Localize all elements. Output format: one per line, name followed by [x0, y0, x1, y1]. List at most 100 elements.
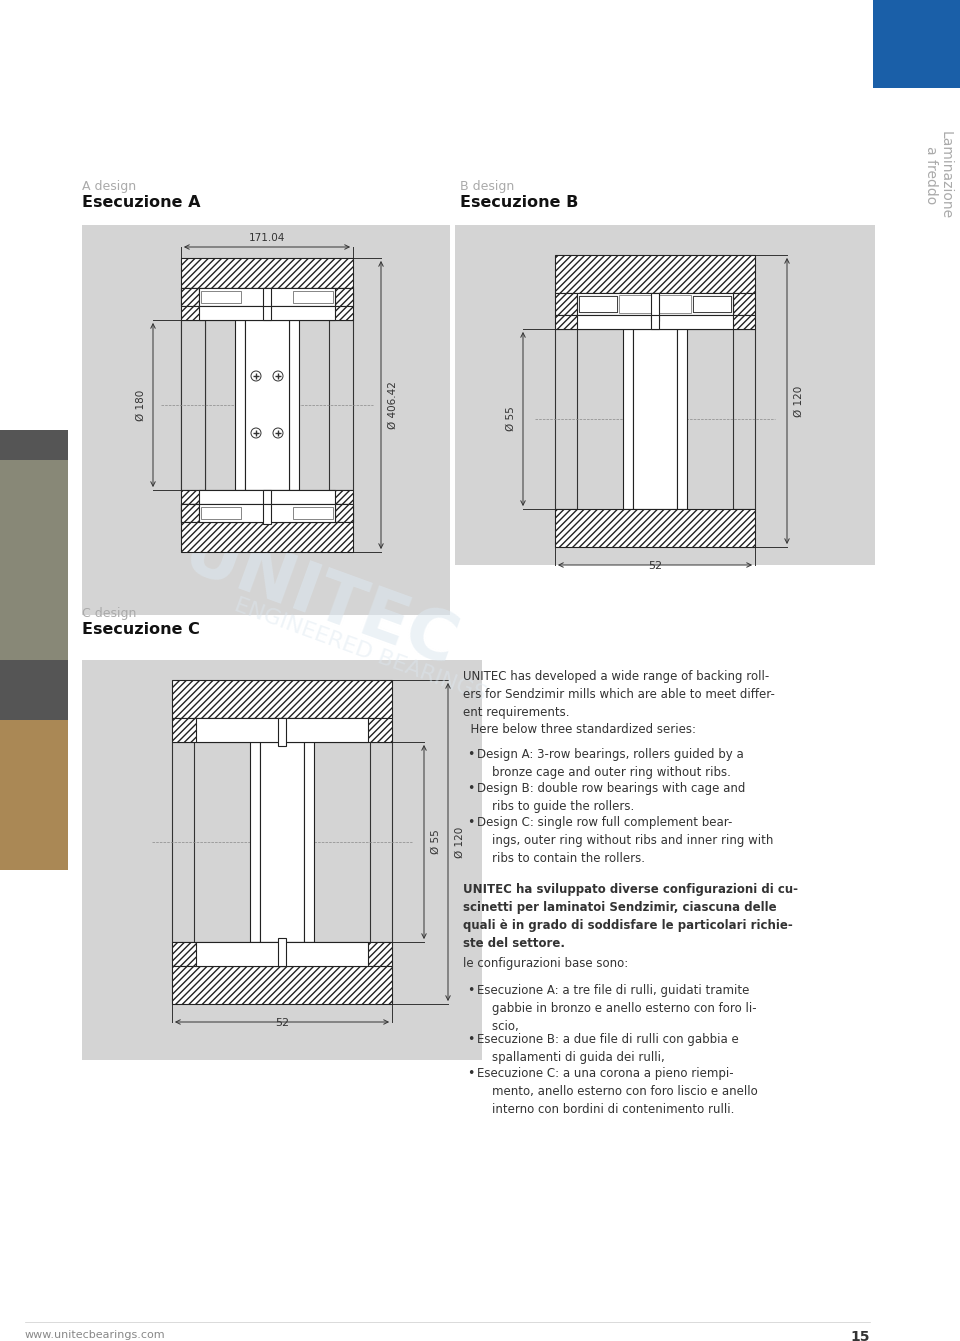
Bar	[181, 504, 353, 522]
Text: Laminazione: Laminazione	[939, 131, 953, 219]
Bar	[693, 296, 731, 312]
Text: www.unitecbearings.com: www.unitecbearings.com	[25, 1330, 166, 1340]
Text: UNITEC: UNITEC	[174, 519, 467, 680]
Bar	[181, 522, 353, 552]
Text: Esecuzione A: a tre file di rulli, guidati tramite
    gabbie in bronzo e anello: Esecuzione A: a tre file di rulli, guida…	[477, 984, 756, 1033]
Bar	[651, 292, 659, 320]
Bar	[82, 225, 450, 616]
Text: 15: 15	[851, 1330, 870, 1341]
Bar	[555, 255, 755, 292]
Bar	[260, 742, 304, 941]
Bar	[293, 291, 333, 303]
Bar	[304, 742, 314, 941]
Text: Here below three standardized series:: Here below three standardized series:	[463, 723, 696, 736]
Bar	[172, 717, 392, 742]
Bar	[172, 966, 392, 1004]
Bar	[370, 742, 392, 941]
Bar	[199, 288, 335, 306]
Bar	[289, 320, 299, 489]
Bar	[172, 941, 392, 966]
Circle shape	[273, 428, 283, 439]
Bar	[555, 292, 577, 315]
Text: le configurazioni base sono:: le configurazioni base sono:	[463, 957, 628, 970]
Bar	[172, 742, 194, 941]
Bar	[181, 504, 199, 522]
Text: Design A: 3-row bearings, rollers guided by a
    bronze cage and outer ring wit: Design A: 3-row bearings, rollers guided…	[477, 748, 744, 779]
Text: •: •	[467, 984, 474, 996]
Bar	[733, 292, 755, 315]
Bar	[577, 292, 733, 315]
Bar	[263, 504, 271, 524]
Bar	[651, 315, 659, 329]
Bar	[181, 320, 205, 489]
Circle shape	[251, 428, 261, 439]
Bar	[733, 329, 755, 510]
Circle shape	[251, 371, 261, 381]
Text: Ø 55: Ø 55	[506, 406, 516, 432]
Text: •: •	[467, 782, 474, 795]
Text: Ø 180: Ø 180	[136, 389, 146, 421]
Bar	[181, 489, 353, 504]
Bar	[293, 507, 333, 519]
Text: Esecuzione C: Esecuzione C	[82, 622, 200, 637]
Bar	[181, 288, 353, 306]
Text: Esecuzione C: a una corona a pieno riempi-
    mento, anello esterno con foro li: Esecuzione C: a una corona a pieno riemp…	[477, 1067, 757, 1116]
Text: a freddo: a freddo	[924, 146, 938, 204]
Text: UNITEC has developed a wide range of backing roll-
ers for Sendzimir mills which: UNITEC has developed a wide range of bac…	[463, 670, 775, 719]
Text: B design: B design	[460, 180, 515, 193]
Bar	[263, 489, 271, 504]
Text: Esecuzione B: a due file di rulli con gabbia e
    spallamenti di guida dei rull: Esecuzione B: a due file di rulli con ga…	[477, 1033, 739, 1063]
Bar	[677, 329, 687, 510]
Bar	[555, 510, 755, 547]
Bar	[619, 295, 691, 312]
Bar	[693, 296, 731, 312]
Bar	[172, 680, 392, 717]
Text: •: •	[467, 1067, 474, 1080]
Bar	[329, 320, 353, 489]
Text: ENGINEERED BEARINGS: ENGINEERED BEARINGS	[231, 595, 489, 705]
Bar	[873, 0, 960, 89]
Bar	[82, 660, 482, 1059]
Text: 52: 52	[275, 1018, 289, 1029]
Bar	[555, 315, 755, 329]
Text: 171.04: 171.04	[249, 233, 285, 243]
Circle shape	[273, 371, 283, 381]
Bar	[181, 288, 199, 306]
Bar	[196, 941, 368, 966]
Text: 52: 52	[648, 561, 662, 571]
Bar	[0, 460, 68, 660]
Text: Ø 120: Ø 120	[455, 826, 465, 858]
Bar	[199, 489, 335, 504]
Bar	[577, 315, 733, 329]
Bar	[633, 329, 677, 510]
Bar	[335, 288, 353, 306]
Text: Ø 406.42: Ø 406.42	[388, 381, 398, 429]
Bar	[335, 504, 353, 522]
Bar	[181, 504, 199, 522]
Bar	[235, 320, 245, 489]
Bar	[250, 742, 260, 941]
Bar	[278, 717, 286, 746]
Bar	[0, 430, 68, 870]
Bar	[263, 288, 271, 308]
Bar	[199, 504, 335, 522]
Bar	[196, 717, 368, 742]
Bar	[181, 306, 353, 320]
Bar	[623, 329, 633, 510]
Text: •: •	[467, 1033, 474, 1046]
Text: Design B: double row bearings with cage and
    ribs to guide the rollers.: Design B: double row bearings with cage …	[477, 782, 745, 813]
Bar	[201, 291, 241, 303]
Bar	[278, 937, 286, 966]
Bar	[0, 720, 68, 870]
Bar	[455, 225, 875, 565]
Text: •: •	[467, 817, 474, 829]
Text: Ø 55: Ø 55	[431, 830, 441, 854]
Bar	[199, 306, 335, 320]
Bar	[181, 320, 205, 489]
Bar	[555, 329, 577, 510]
Bar	[201, 507, 241, 519]
Text: C design: C design	[82, 607, 136, 620]
Text: Ø 120: Ø 120	[794, 385, 804, 417]
Bar	[579, 296, 617, 312]
Bar	[181, 257, 353, 288]
